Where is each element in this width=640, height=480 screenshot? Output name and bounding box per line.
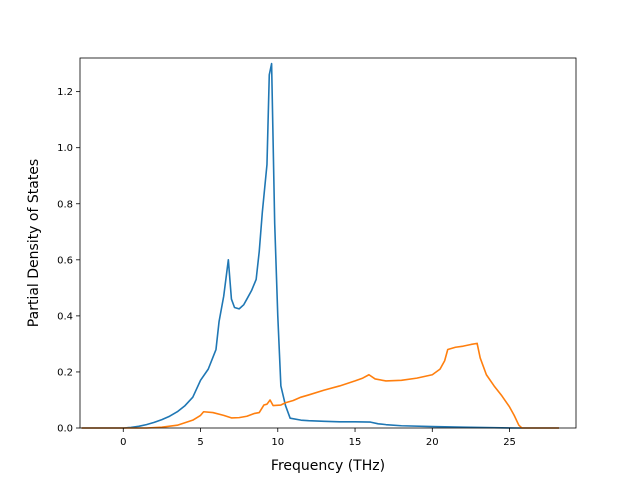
series-line-1 xyxy=(81,62,559,429)
y-tick-label: 0.2 xyxy=(57,367,73,378)
y-tick-label: 0.4 xyxy=(57,311,73,322)
x-tick-label: 0 xyxy=(120,437,126,448)
y-tick-label: 0.8 xyxy=(57,199,73,210)
y-tick-label: 0.6 xyxy=(57,255,73,266)
x-tick-label: 15 xyxy=(349,437,362,448)
axes-frame xyxy=(79,57,577,429)
x-axis-label: Frequency (THz) xyxy=(271,458,385,474)
x-tick-label: 10 xyxy=(271,437,284,448)
x-tick-label: 20 xyxy=(426,437,439,448)
series-line-2 xyxy=(81,342,559,429)
y-tick-label: 1.0 xyxy=(57,143,73,154)
y-tick-label: 0.0 xyxy=(57,424,73,435)
y-tick-label: 1.2 xyxy=(57,87,73,98)
y-axis-label: Partial Density of States xyxy=(26,159,42,327)
x-tick-label: 25 xyxy=(503,437,516,448)
x-tick-label: 5 xyxy=(197,437,203,448)
